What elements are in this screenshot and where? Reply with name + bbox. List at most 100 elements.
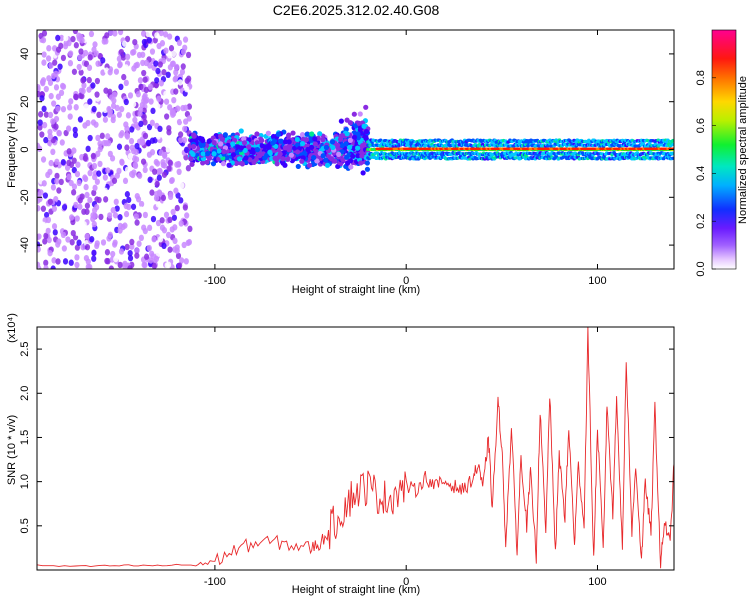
spectrogram-cell bbox=[137, 110, 143, 117]
spectrogram-cell bbox=[239, 161, 245, 167]
snr-x-tick-label: 0 bbox=[403, 576, 409, 588]
spectrogram-cell bbox=[124, 132, 130, 139]
spectrogram-cell bbox=[90, 152, 96, 160]
spectrogram-cell bbox=[122, 177, 129, 185]
spectrogram-cell bbox=[149, 73, 155, 81]
spectrogram-cell bbox=[78, 92, 84, 99]
spectrogram-cell bbox=[112, 91, 118, 98]
spectrogram-cell bbox=[163, 200, 169, 207]
spectrogram-cell bbox=[112, 239, 118, 246]
spectrogram-cell bbox=[284, 156, 291, 162]
spectrogram-cell bbox=[91, 105, 97, 113]
spectrogram-cell bbox=[167, 246, 173, 253]
spectrogram-cell bbox=[106, 139, 112, 147]
spectrogram-cell bbox=[47, 133, 53, 140]
spectrogram-cell bbox=[37, 205, 41, 212]
spectrogram-cell bbox=[48, 159, 54, 167]
snr-x-ticks: -100 0 100 bbox=[204, 327, 607, 588]
spectrogram-cell bbox=[146, 37, 152, 44]
spectrogram-cell bbox=[73, 104, 79, 111]
spectrogram-cell bbox=[174, 204, 180, 212]
spectrogram-cell bbox=[92, 173, 98, 181]
spectrogram-cell bbox=[129, 126, 135, 133]
spectrogram-cell bbox=[183, 118, 189, 125]
spectrogram-cell bbox=[68, 98, 74, 105]
spectrogram-cell bbox=[108, 30, 114, 36]
snr-y-tick-label: 0.5 bbox=[19, 518, 31, 533]
spectrogram-cell bbox=[175, 192, 181, 199]
spectrogram-cell bbox=[58, 34, 65, 42]
spectrogram-cell bbox=[46, 45, 52, 52]
spectrogram-cell bbox=[54, 172, 60, 180]
spectrogram-cell bbox=[51, 257, 57, 264]
spectrogram-cell bbox=[77, 116, 84, 123]
spectrogram-cell bbox=[140, 158, 147, 165]
spectrogram-cell bbox=[46, 236, 52, 244]
spectrogram-cell bbox=[314, 158, 320, 164]
spectrogram-cell bbox=[73, 93, 79, 101]
spectrogram-cell bbox=[124, 191, 130, 198]
spectrogram-cell bbox=[83, 103, 89, 110]
spectrogram-cell bbox=[99, 132, 105, 140]
spectrogram-cell bbox=[116, 55, 122, 63]
spectrogram-cell bbox=[149, 119, 155, 127]
spectrogram-cell bbox=[304, 131, 310, 137]
spectrogram-cell bbox=[229, 148, 236, 154]
spectrogram-cell bbox=[43, 136, 49, 144]
spectrogram-cell bbox=[64, 164, 71, 171]
spectrogram-cell bbox=[154, 32, 160, 39]
spectrogram-cell bbox=[117, 222, 123, 230]
spectrogram-cell bbox=[124, 125, 130, 132]
spectrogram-cell bbox=[59, 82, 66, 90]
spectrogram-cell bbox=[86, 76, 92, 84]
spectrogram-cell bbox=[37, 119, 43, 126]
spectrogram-cell bbox=[127, 152, 133, 160]
spectrogram-cell bbox=[51, 100, 57, 107]
spectrogram-cell bbox=[320, 137, 326, 143]
spectrogram-cell bbox=[329, 139, 336, 145]
spectrogram-cell bbox=[139, 200, 145, 208]
spectrogram-cell bbox=[176, 39, 183, 47]
spectrogram-cell bbox=[90, 113, 96, 120]
spectrogram-cell bbox=[122, 260, 128, 267]
spectrogram-cell bbox=[305, 146, 311, 153]
spectrogram-cell bbox=[126, 196, 132, 204]
spectrogram-cell bbox=[150, 215, 157, 223]
spectrogram-cell bbox=[81, 221, 87, 228]
snr-series bbox=[37, 327, 674, 569]
snr-y-tick-label: 2.0 bbox=[19, 386, 31, 401]
spectrogram-cell bbox=[332, 158, 338, 164]
spectrogram-cell bbox=[92, 184, 98, 192]
spectrogram-cell bbox=[91, 220, 97, 228]
spectrogram-cell bbox=[43, 85, 49, 93]
spectrogram-cell bbox=[320, 153, 326, 159]
spectrogram-cell bbox=[110, 250, 116, 258]
spectrogram-cell bbox=[116, 111, 122, 118]
spectrogram-cell bbox=[105, 167, 111, 174]
spectrogram-cell bbox=[125, 112, 132, 119]
spectrogram-cell bbox=[347, 120, 354, 126]
spectrogram-cell bbox=[87, 54, 93, 61]
spectrogram-x-tick-label: 0 bbox=[403, 275, 409, 287]
spectrogram-cell bbox=[97, 145, 103, 153]
spectrogram-cell bbox=[65, 236, 71, 243]
spectrogram-cell bbox=[276, 154, 282, 160]
spectrogram-cell bbox=[177, 262, 183, 269]
spectrogram-cell bbox=[97, 160, 103, 168]
spectrogram-cell bbox=[142, 166, 148, 174]
spectrogram-cell bbox=[163, 47, 169, 54]
spectrogram-cell bbox=[220, 161, 227, 167]
spectrogram-cell bbox=[363, 128, 370, 135]
spectrogram-cell bbox=[294, 136, 300, 143]
spectrogram-x-label: Height of straight line (km) bbox=[292, 284, 420, 296]
spectrogram-cell bbox=[133, 62, 139, 69]
spectrogram-cell bbox=[76, 179, 82, 187]
spectrogram-cell bbox=[58, 178, 64, 186]
spectrogram-cell bbox=[175, 252, 182, 260]
spectrogram-cell bbox=[43, 111, 49, 118]
spectrogram-cell bbox=[148, 98, 154, 105]
figure-title: C2E6.2025.312.02.40.G08 bbox=[273, 2, 440, 18]
spectrogram-cell bbox=[143, 253, 150, 260]
spectrogram-cell bbox=[357, 111, 363, 117]
spectrogram-cell bbox=[86, 64, 93, 71]
